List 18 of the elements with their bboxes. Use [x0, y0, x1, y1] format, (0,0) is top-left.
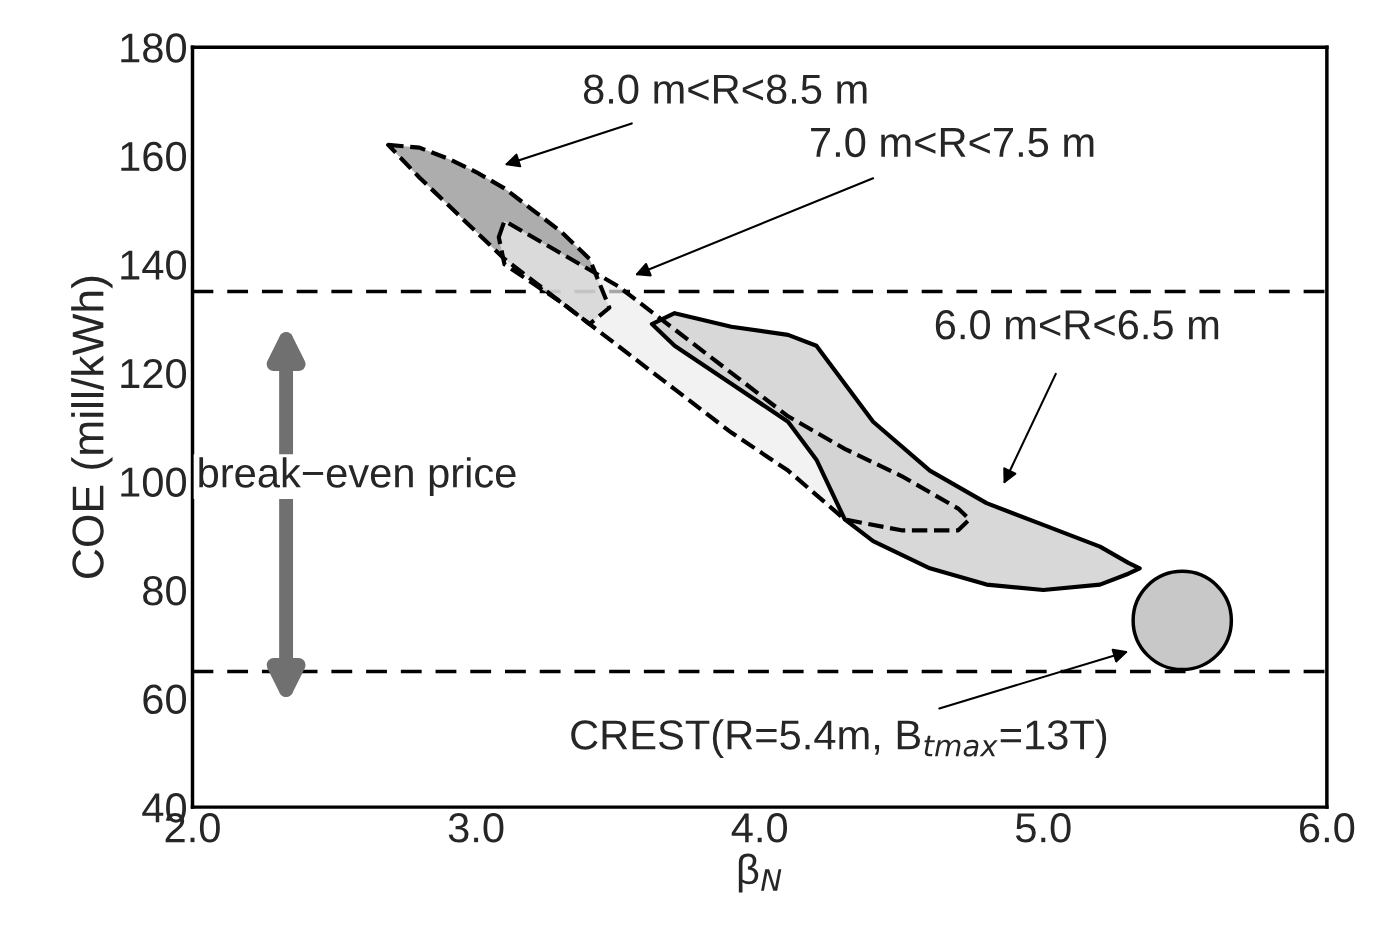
- x-tick-label: 5.0: [1015, 813, 1071, 843]
- y-tick-label: 120: [121, 358, 187, 389]
- y-tick-label: 180: [121, 33, 187, 63]
- y-tick-label: 100: [121, 467, 187, 497]
- annotation: CREST(R=5.4m, B$_{tmax}$=13T): [571, 719, 1107, 758]
- x-axis-title: β$_{N}$: [738, 853, 782, 893]
- annotation: 6.0 m<R<6.5 m: [935, 310, 1219, 340]
- x-tick-label: 4.0: [731, 813, 788, 843]
- y-tick-label: 160: [121, 141, 187, 172]
- y-tick-label: 80: [143, 576, 187, 606]
- x-tick-label: 3.0: [448, 813, 504, 843]
- y-tick-label: 140: [121, 250, 187, 280]
- annotation: 8.0 m<R<8.5 m: [583, 74, 867, 104]
- y-tick-label: 60: [143, 684, 187, 715]
- annotation: break−even price: [199, 457, 516, 496]
- x-tick-label: 6.0: [1300, 813, 1355, 843]
- y-axis-title: COE (mill/kWh): [71, 276, 113, 578]
- annotation: 7.0 m<R<7.5 m: [811, 127, 1094, 158]
